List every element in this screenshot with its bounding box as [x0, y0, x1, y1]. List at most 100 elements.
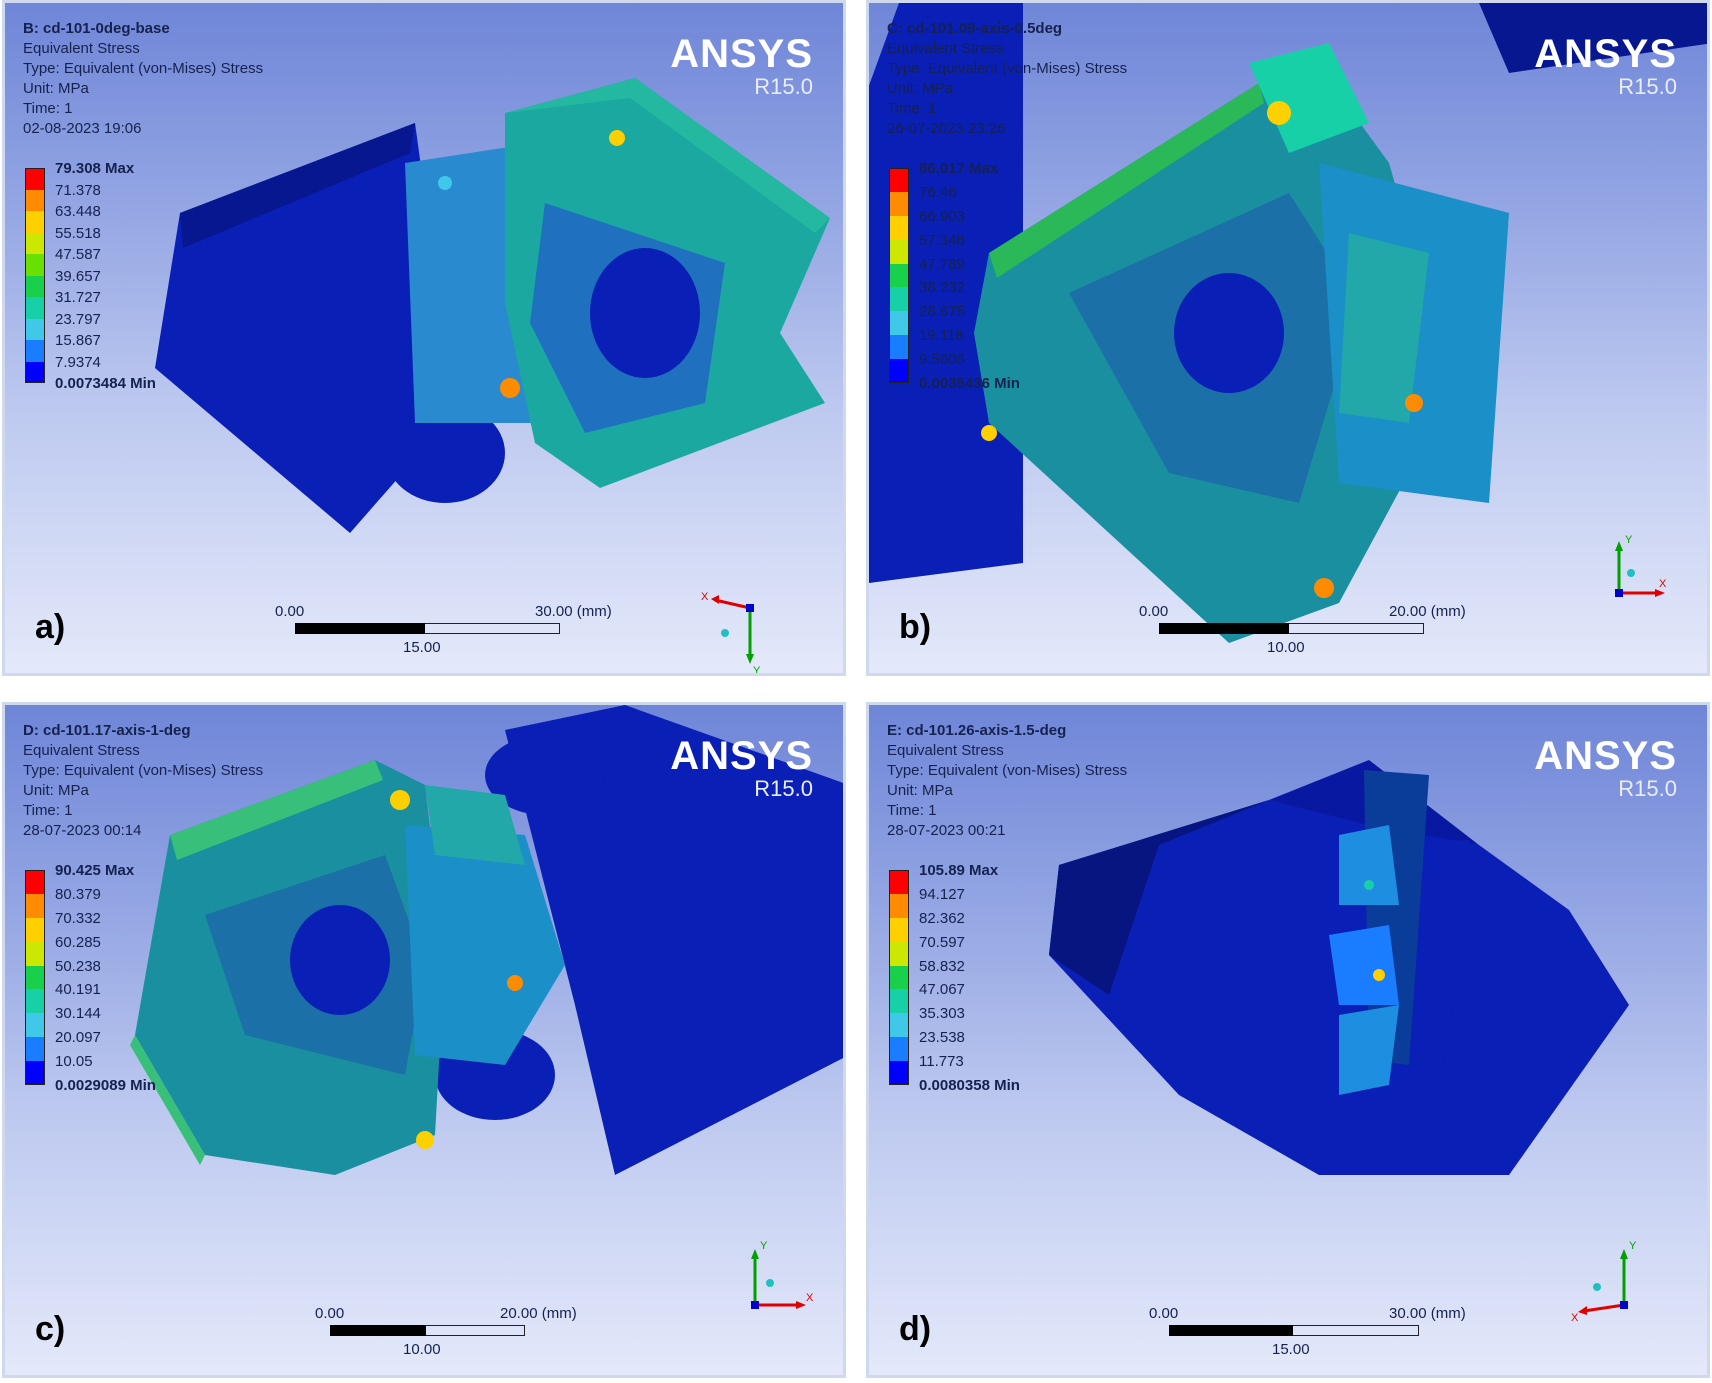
- info-line: Time: 1: [23, 802, 73, 819]
- legend-swatch: [889, 287, 909, 312]
- info-line: 28-07-2023 00:14: [23, 822, 142, 839]
- result-title: C: cd-101.09-axis-0.5deg: [887, 20, 1063, 37]
- info-line: Type: Equivalent (von-Mises) Stress: [887, 762, 1128, 779]
- ansys-logo: ANSYS R15.0: [670, 32, 813, 99]
- legend-swatch: [889, 941, 909, 966]
- legend-value: 19.118: [919, 327, 964, 345]
- coordinate-triad-icon: X Y: [1571, 1240, 1637, 1324]
- info-line: 28-07-2023 00:21: [887, 822, 1006, 839]
- info-line: Time: 1: [887, 802, 937, 819]
- coordinate-triad-icon: X Y: [1615, 534, 1667, 597]
- legend-swatch: [25, 965, 45, 990]
- legend-swatch: [889, 191, 909, 216]
- legend-swatch: [25, 893, 45, 918]
- legend-swatch: [25, 211, 45, 233]
- legend-swatch: [25, 189, 45, 211]
- legend-value: 55.518: [55, 224, 101, 242]
- result-panel-a: B: cd-101-0deg-base Equivalent Stress Ty…: [2, 0, 846, 676]
- legend-value: 35.303: [919, 1005, 965, 1023]
- legend-swatch: [889, 263, 909, 288]
- legend-value: 63.448: [55, 203, 101, 220]
- legend-max-value: 86.017 Max: [919, 160, 999, 177]
- svg-text:Y: Y: [760, 1240, 768, 1252]
- legend-swatch: [25, 168, 45, 190]
- legend-swatch: [889, 893, 909, 918]
- svg-text:X: X: [1571, 1312, 1579, 1324]
- legend-value: 47.587: [55, 246, 101, 263]
- panel-label: c): [35, 1310, 66, 1348]
- legend-swatch: [25, 340, 45, 362]
- legend-swatch: [889, 917, 909, 942]
- legend-value: 7.9374: [55, 353, 101, 371]
- legend-value: 9.5606: [919, 351, 965, 368]
- legend-max-value: 79.308 Max: [55, 160, 135, 177]
- legend-value: 38.232: [919, 279, 965, 297]
- legend-value: 47.789: [919, 255, 965, 273]
- info-line: Equivalent Stress: [887, 40, 1004, 57]
- result-title: D: cd-101.17-axis-1-deg: [23, 722, 191, 739]
- scale-bar: 0.00 30.00 (mm) 15.00: [275, 603, 612, 656]
- legend-swatch: [889, 239, 909, 264]
- legend-value: 82.362: [919, 909, 965, 927]
- legend-swatch: [25, 941, 45, 966]
- coordinate-triad-icon: X Y: [701, 591, 761, 673]
- legend-value: 40.191: [55, 981, 101, 999]
- legend-value: 31.727: [55, 289, 101, 306]
- info-line: Equivalent Stress: [23, 40, 140, 57]
- legend-value: 30.144: [55, 1005, 101, 1023]
- legend-value: 80.379: [55, 885, 101, 903]
- legend-value: 71.378: [55, 181, 101, 199]
- legend-value: 20.097: [55, 1029, 101, 1047]
- legend-value: 57.346: [919, 231, 965, 249]
- info-line: Time: 1: [887, 100, 937, 117]
- legend-swatch: [25, 254, 45, 276]
- legend-swatch: [25, 917, 45, 942]
- legend-value: 23.797: [55, 310, 101, 328]
- legend-value: 23.538: [919, 1029, 965, 1047]
- info-line: Unit: MPa: [887, 80, 953, 97]
- legend-swatch: [25, 318, 45, 340]
- legend-swatch: [889, 870, 909, 894]
- legend-swatch: [25, 297, 45, 319]
- result-panel-b: C: cd-101.09-axis-0.5deg Equivalent Stre…: [866, 0, 1710, 676]
- svg-text:X: X: [806, 1292, 814, 1304]
- info-line: Time: 1: [23, 100, 73, 117]
- legend-swatch: [889, 1037, 909, 1061]
- legend-swatch: [25, 275, 45, 297]
- legend-swatch: [25, 1037, 45, 1061]
- result-panel-d: E: cd-101.26-axis-1.5-deg Equivalent Str…: [866, 702, 1710, 1378]
- legend-swatch: [889, 215, 909, 240]
- legend-swatch: [25, 1013, 45, 1038]
- info-line: 26-07-2023 23:26: [887, 120, 1006, 137]
- legend-swatch: [25, 232, 45, 254]
- info-line: Type: Equivalent (von-Mises) Stress: [887, 60, 1128, 77]
- ansys-logo: ANSYS R15.0: [1534, 32, 1677, 99]
- legend-swatch: [889, 335, 909, 359]
- svg-text:X: X: [1659, 578, 1667, 590]
- legend-min-value: 0.0035436 Min: [919, 375, 1020, 392]
- result-title: B: cd-101-0deg-base: [23, 20, 170, 37]
- legend-value: 11.773: [919, 1053, 964, 1070]
- scale-bar: 0.00 20.00 (mm) 10.00: [1139, 603, 1466, 656]
- info-line: Type: Equivalent (von-Mises) Stress: [23, 60, 264, 77]
- panel-label: d): [899, 1310, 932, 1348]
- legend-value: 39.657: [55, 267, 101, 285]
- legend-swatch: [889, 989, 909, 1014]
- legend-value: 58.832: [919, 957, 965, 975]
- ansys-logo: ANSYS R15.0: [670, 734, 813, 801]
- legend-swatch: [889, 1013, 909, 1038]
- svg-text:X: X: [701, 591, 709, 603]
- info-line: Unit: MPa: [23, 80, 89, 97]
- scale-bar: 0.00 30.00 (mm) 15.00: [1149, 1305, 1466, 1358]
- ansys-logo: ANSYS R15.0: [1534, 734, 1677, 801]
- legend-value: 15.867: [55, 332, 101, 349]
- info-line: Unit: MPa: [23, 782, 89, 799]
- info-line: Unit: MPa: [887, 782, 953, 799]
- gear-stress-model: [869, 3, 1707, 643]
- legend-swatch: [25, 1061, 45, 1085]
- legend-swatch: [889, 168, 909, 192]
- legend-swatch: [25, 989, 45, 1014]
- result-title: E: cd-101.26-axis-1.5-deg: [887, 722, 1067, 739]
- coordinate-triad-icon: X Y: [751, 1240, 814, 1309]
- legend-min-value: 0.0073484 Min: [55, 375, 156, 392]
